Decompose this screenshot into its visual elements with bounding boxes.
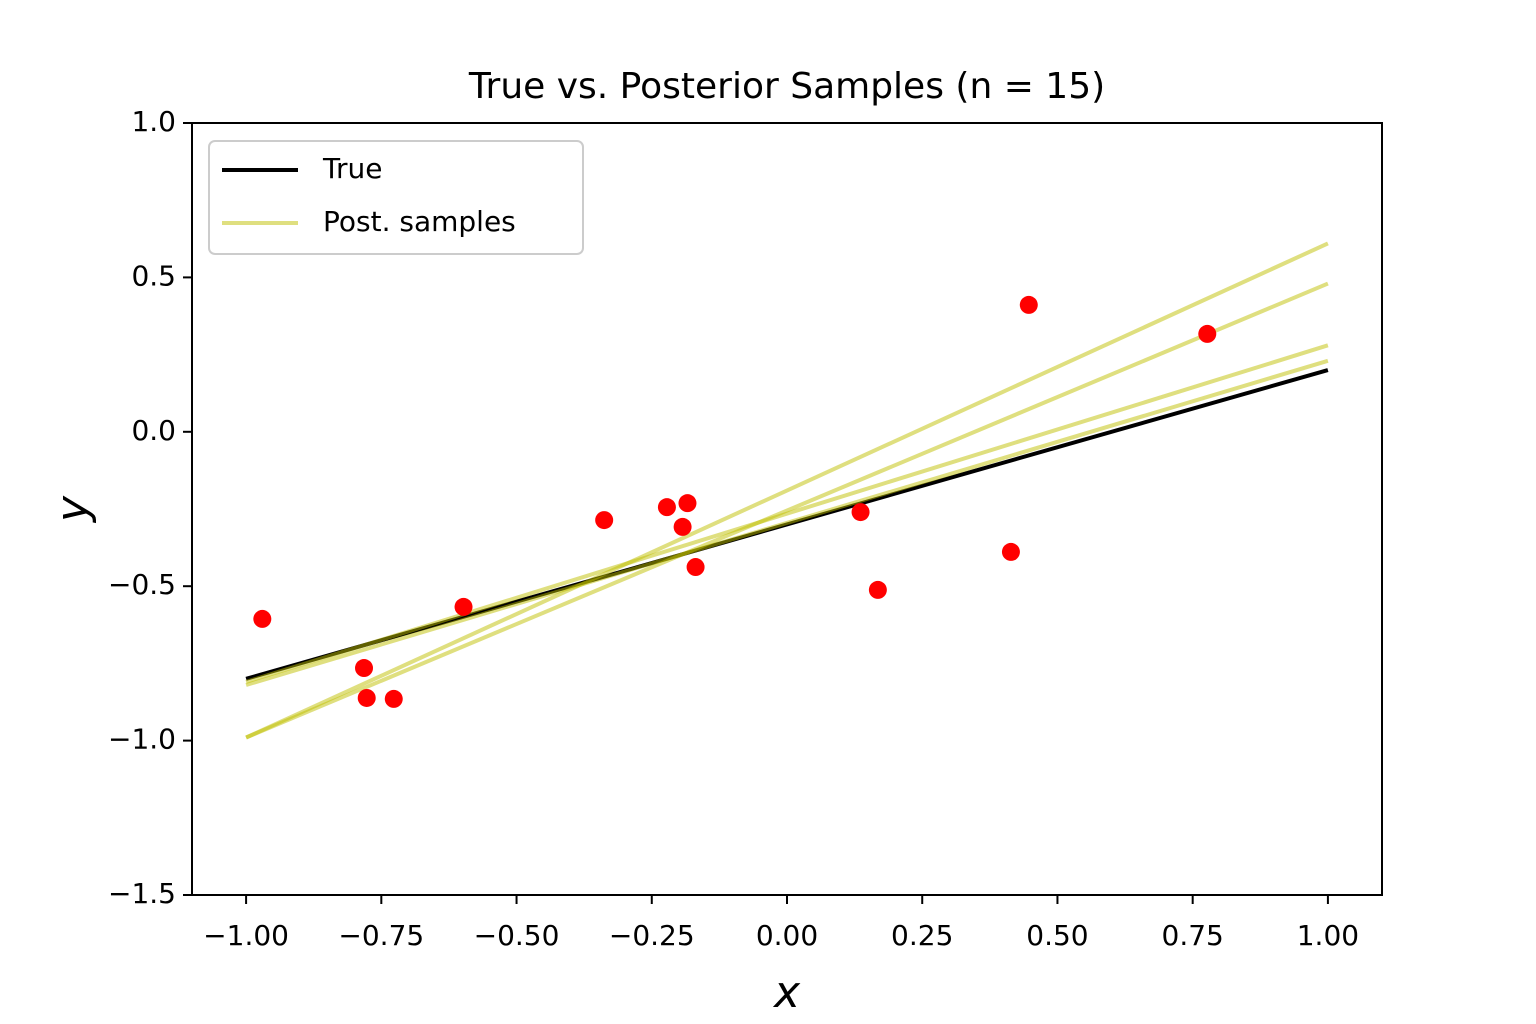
data-point <box>851 503 870 522</box>
data-point <box>355 659 374 678</box>
data-point <box>868 580 887 599</box>
chart-title: True vs. Posterior Samples (n = 15) <box>468 66 1105 107</box>
x-tick-label: −0.50 <box>474 919 560 952</box>
series-line <box>245 241 1329 740</box>
data-point <box>384 689 403 708</box>
legend-label: Post. samples <box>323 205 516 238</box>
x-tick-label: −1.00 <box>203 919 289 952</box>
x-axis-label: x <box>772 967 801 1018</box>
series-line <box>245 358 1329 687</box>
data-point <box>1001 542 1020 561</box>
series-line <box>245 281 1329 740</box>
legend: True Post. samples <box>208 140 584 255</box>
y-axis-label: y <box>47 495 98 524</box>
data-point <box>1019 295 1038 314</box>
data-point <box>673 517 692 536</box>
x-tick-label: 0.00 <box>756 919 818 952</box>
x-tick-label: 0.50 <box>1026 919 1088 952</box>
data-point <box>454 597 473 616</box>
y-tick-label: 0.0 <box>131 414 176 447</box>
x-tick-label: 0.75 <box>1162 919 1224 952</box>
legend-label: True <box>322 152 382 185</box>
plot-frame <box>191 122 1383 896</box>
data-point <box>678 494 697 513</box>
x-tick-label: 0.25 <box>891 919 953 952</box>
y-tick-label: 1.0 <box>131 105 176 138</box>
x-tick-label: −0.25 <box>609 919 695 952</box>
y-tick-label: −1.5 <box>108 877 176 910</box>
data-point <box>686 558 705 577</box>
data-point <box>253 609 272 628</box>
data-point <box>357 688 376 707</box>
x-tick-label: −0.75 <box>338 919 424 952</box>
series-line <box>245 343 1329 684</box>
data-point <box>657 498 676 517</box>
x-tick-label: 1.00 <box>1297 919 1359 952</box>
legend-box <box>208 140 584 255</box>
y-tick-label: −0.5 <box>108 568 176 601</box>
data-point <box>595 511 614 530</box>
data-point <box>1198 324 1217 343</box>
y-tick-label: 0.5 <box>131 259 176 292</box>
y-tick-label: −1.0 <box>108 723 176 756</box>
